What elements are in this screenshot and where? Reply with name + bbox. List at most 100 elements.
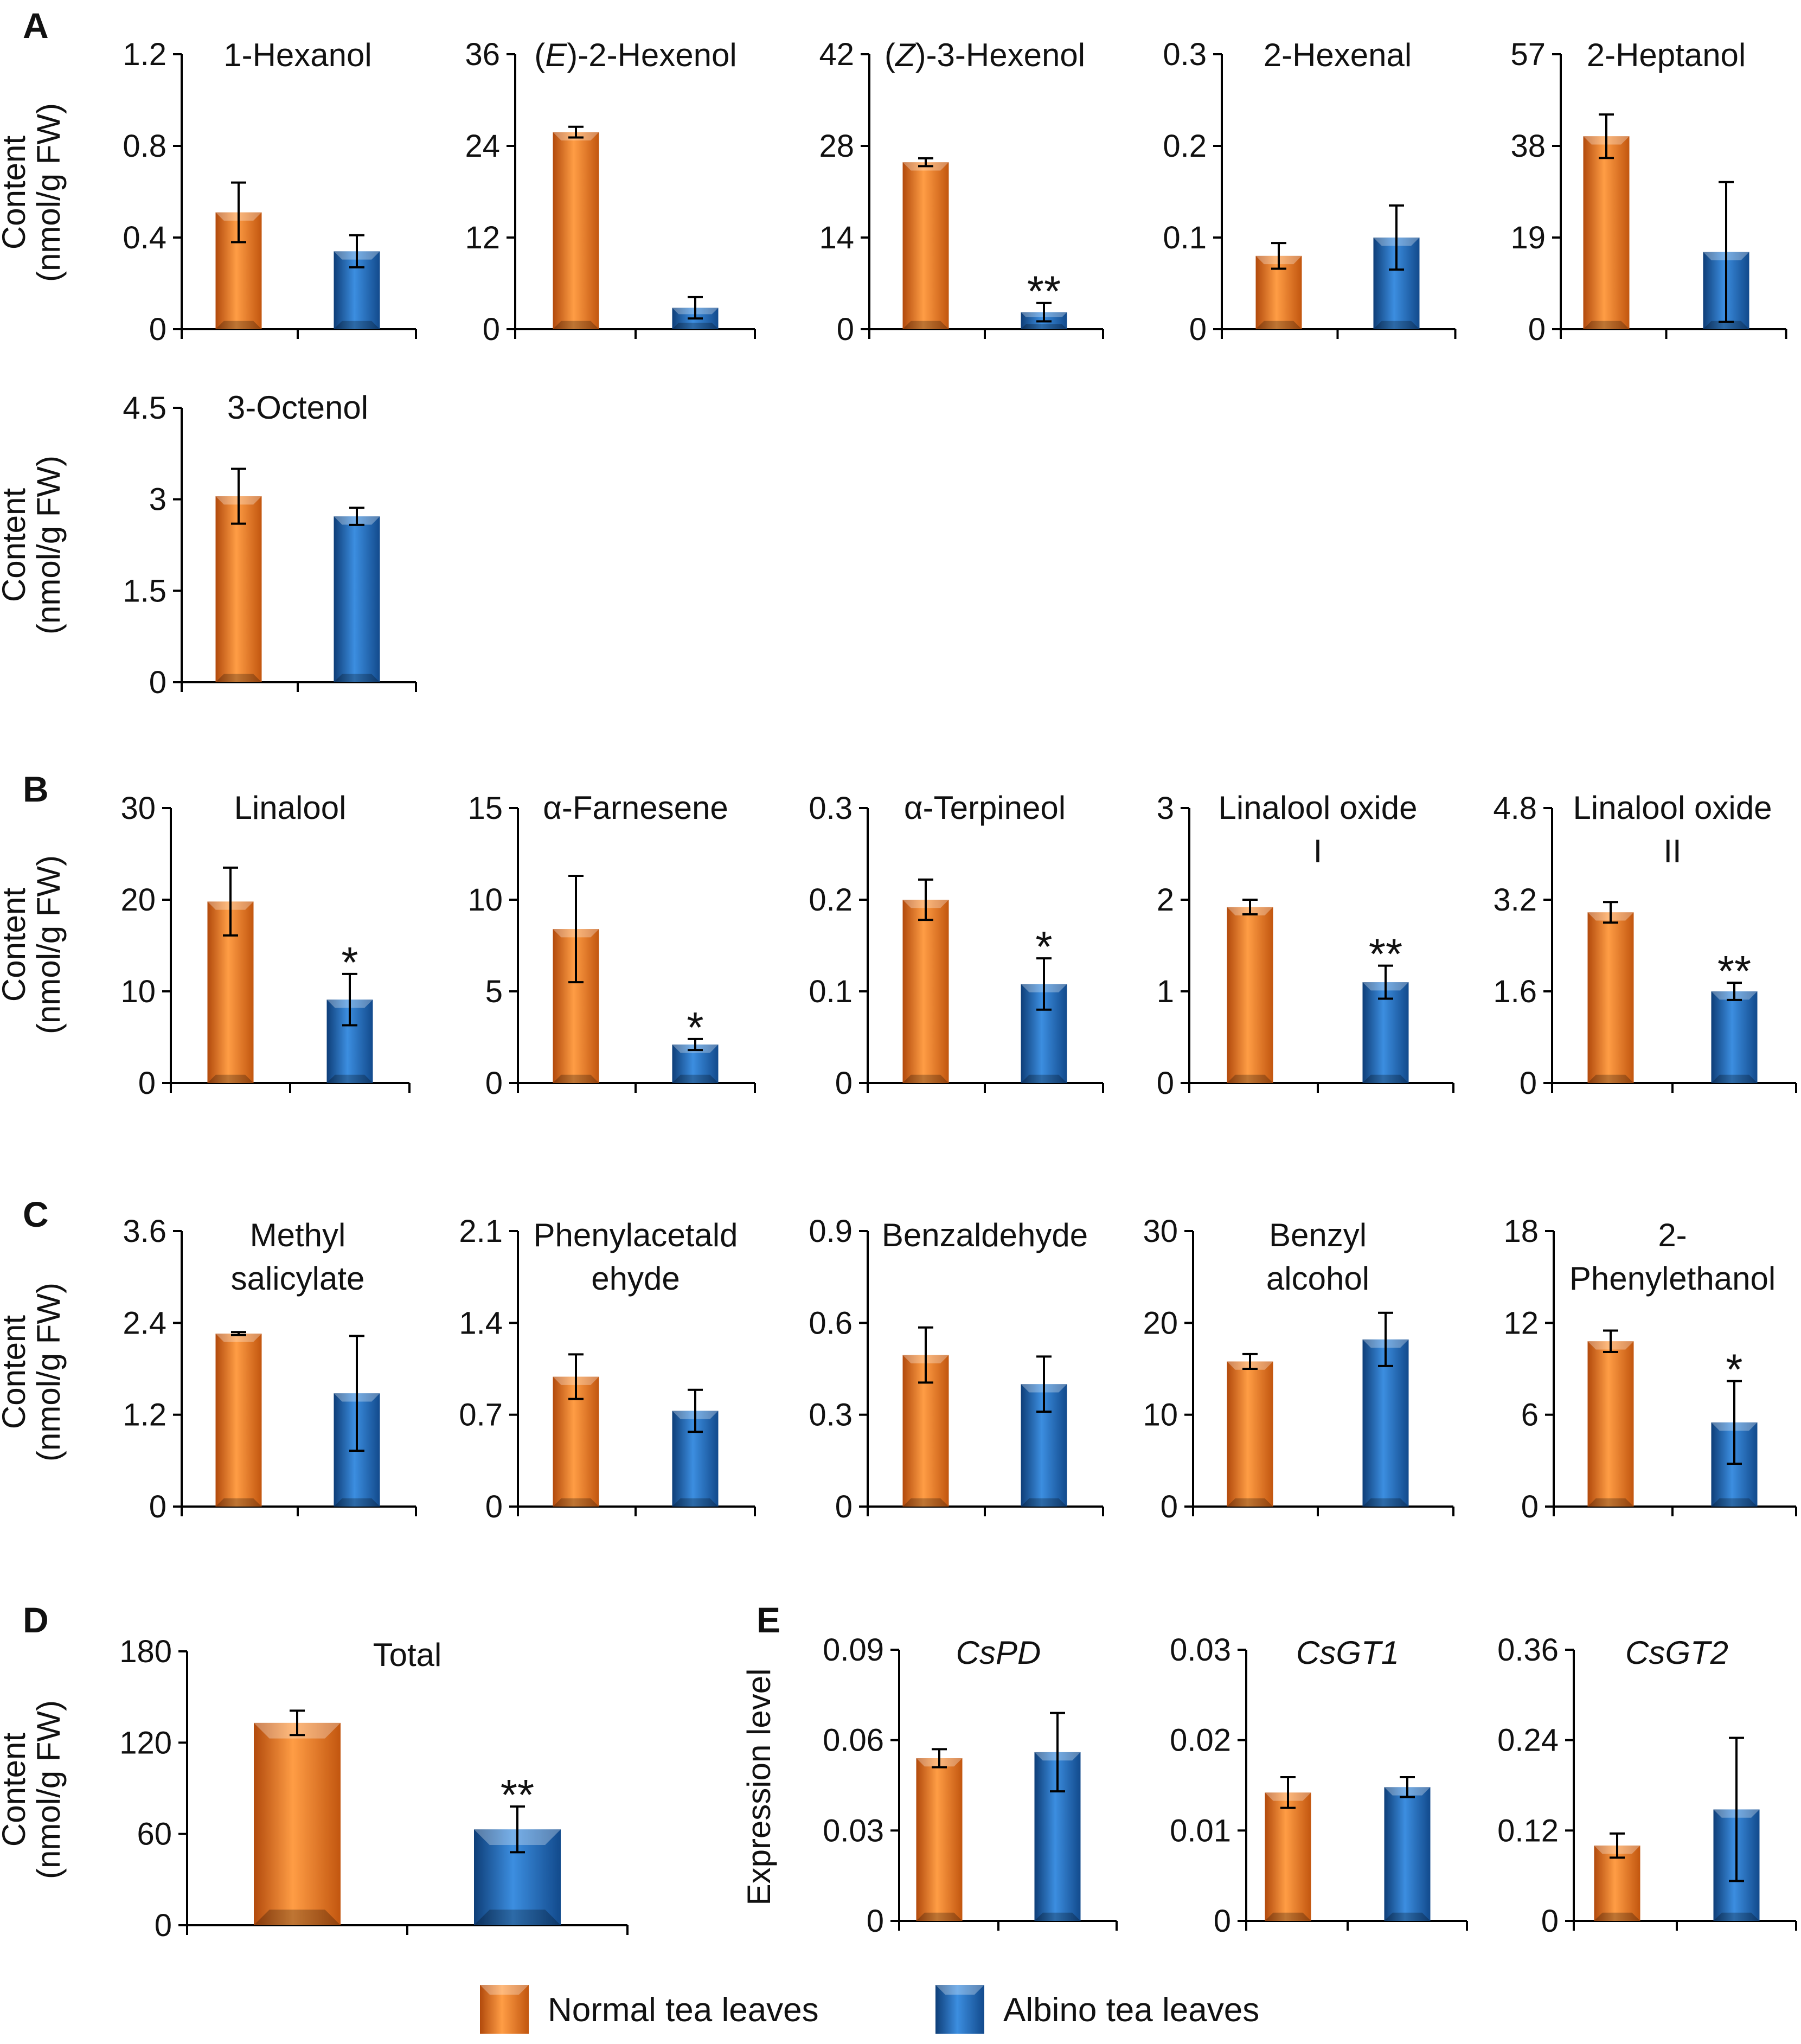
chart-title: CsGT2 [1625,1635,1728,1671]
legend-label: Albino tea leaves [1003,1991,1259,2029]
chart-title: Phenylacetald [534,1217,738,1253]
chart-title: Benzaldehyde [882,1217,1088,1253]
chart-16: 0 6 12 18 * 2- Phenylethanol [1503,1214,1797,1524]
bar-bevel-bottom [1711,1074,1758,1083]
y-tick-label: 1.6 [1493,974,1537,1009]
bar-bevel-bottom [1227,1498,1273,1507]
chart-title: 2-Hexenal [1264,37,1412,73]
y-tick-label: 3 [1157,791,1174,826]
chart-20: 0 0.12 0.24 0.36 CsGT2 [1497,1632,1797,1939]
panel-label-a: A [23,5,49,46]
y-axis-title: Content [0,136,32,249]
panel-label-c: C [23,1194,49,1234]
y-tick-label: 1 [1157,974,1174,1009]
y-tick-label: 0 [149,1489,166,1524]
y-tick-label: 0 [835,1489,853,1524]
bar-body [902,900,949,1083]
chart-title: Total [373,1637,442,1673]
chart-3: 0 14 28 42 ** (Z)-3-Hexenol [819,37,1104,347]
y-tick-label: 1.5 [123,573,166,608]
y-axis-title: Content [0,1315,32,1429]
bar-body [902,162,949,329]
bar-bevel-bottom [672,1498,719,1507]
bar-body [254,1722,341,1925]
bar-bevel-bottom [1021,324,1067,329]
y-tick-label: 0 [1189,312,1207,347]
bar-bevel-bottom [1587,1498,1634,1507]
y-tick-label: 0 [483,312,500,347]
bar-albino [672,1045,719,1083]
y-tick-label: 10 [467,882,503,918]
bar-bevel-bottom [1362,1498,1409,1507]
significance-marker: ** [1027,267,1061,316]
legend-layer: Normal tea leaves Albino tea leaves [480,1985,1259,2034]
chart-title: Phenylethanol [1569,1260,1776,1297]
chart-title: Benzyl [1269,1217,1367,1253]
bar-albino [1384,1787,1431,1921]
bar-normal [1583,136,1630,330]
chart-5: 0 19 38 57 2-Heptanol [1510,37,1787,347]
bar-bevel-bottom [1713,1912,1760,1921]
chart-title: 2-Heptanol [1587,37,1746,73]
chart-title: salicylate [231,1260,365,1297]
panel-label-b: B [23,769,49,809]
y-tick-label: 0 [1521,1489,1539,1524]
bar-albino [1021,1384,1067,1507]
chart-title: α-Terpineol [904,790,1066,826]
bar-body [1227,1361,1273,1507]
y-tick-label: 3.6 [123,1214,166,1249]
bar-normal [1265,1792,1311,1921]
bar-normal [1227,907,1273,1083]
y-tick-label: 180 [119,1634,172,1669]
bar-body [1265,1792,1311,1921]
y-tick-label: 0 [1541,1904,1559,1939]
bar-bevel-bottom [1594,1912,1640,1921]
chart-title: Linalool oxide [1219,790,1418,826]
bar-body [1384,1787,1431,1921]
y-tick-label: 4.8 [1493,791,1537,826]
chart-6: 0 1.5 3 4.5 3-Octenol [123,389,417,700]
bar-body [1587,1341,1634,1507]
bar-normal [553,132,599,329]
legend-swatch-bevel [480,1985,529,1995]
bar-normal [916,1758,963,1921]
y-tick-label: 20 [1143,1305,1178,1341]
y-tick-label: 0 [1214,1904,1231,1939]
chart-title: Linalool oxide [1573,790,1772,826]
bar-bevel-bottom [1021,1074,1067,1083]
bar-body [916,1758,963,1921]
bar-body [215,496,262,682]
labels-layer: Content(nmol/g FW)Content(nmol/g FW)Cont… [0,5,780,1905]
legend-swatch [480,1985,529,2034]
y-tick-label: 0.2 [809,882,853,918]
bar-body [1583,136,1630,330]
bar-bevel-bottom [672,323,719,329]
y-tick-label: 1.2 [123,1398,166,1433]
bar-bevel-bottom [553,1074,599,1083]
bar-bevel-bottom [1583,321,1630,329]
y-tick-label: 20 [120,882,156,918]
bar-bevel-bottom [1021,1498,1067,1507]
y-tick-label: 0 [155,1908,172,1943]
bar-bevel-bottom [1265,1912,1311,1921]
y-tick-label: 0.06 [823,1723,884,1758]
legend-swatch [935,1985,984,2034]
y-tick-label: 5 [485,974,503,1009]
y-tick-label: 0.1 [809,974,853,1009]
chart-12: 0 1.2 2.4 3.6 Methyl salicylate [123,1214,417,1524]
bar-normal [902,900,949,1083]
y-tick-label: 0.2 [1163,129,1207,164]
bar-bevel-bottom [902,1498,949,1507]
y-tick-label: 0.8 [123,129,166,164]
chart-title: Linalool [234,790,347,826]
chart-title: (E)-2-Hexenol [534,37,736,73]
y-axis-title: Expression level [741,1669,777,1906]
bar-body [215,1334,262,1507]
chart-title: Methyl [250,1217,346,1253]
chart-15: 0 10 20 30 Benzyl alcohol [1143,1214,1454,1524]
y-tick-label: 57 [1510,37,1546,72]
y-tick-label: 0 [1161,1489,1178,1524]
bar-bevel-top [215,1334,262,1342]
bar-body [1227,907,1273,1083]
chart-11: 0 1.6 3.2 4.8 ** Linalool oxide II [1493,790,1797,1101]
